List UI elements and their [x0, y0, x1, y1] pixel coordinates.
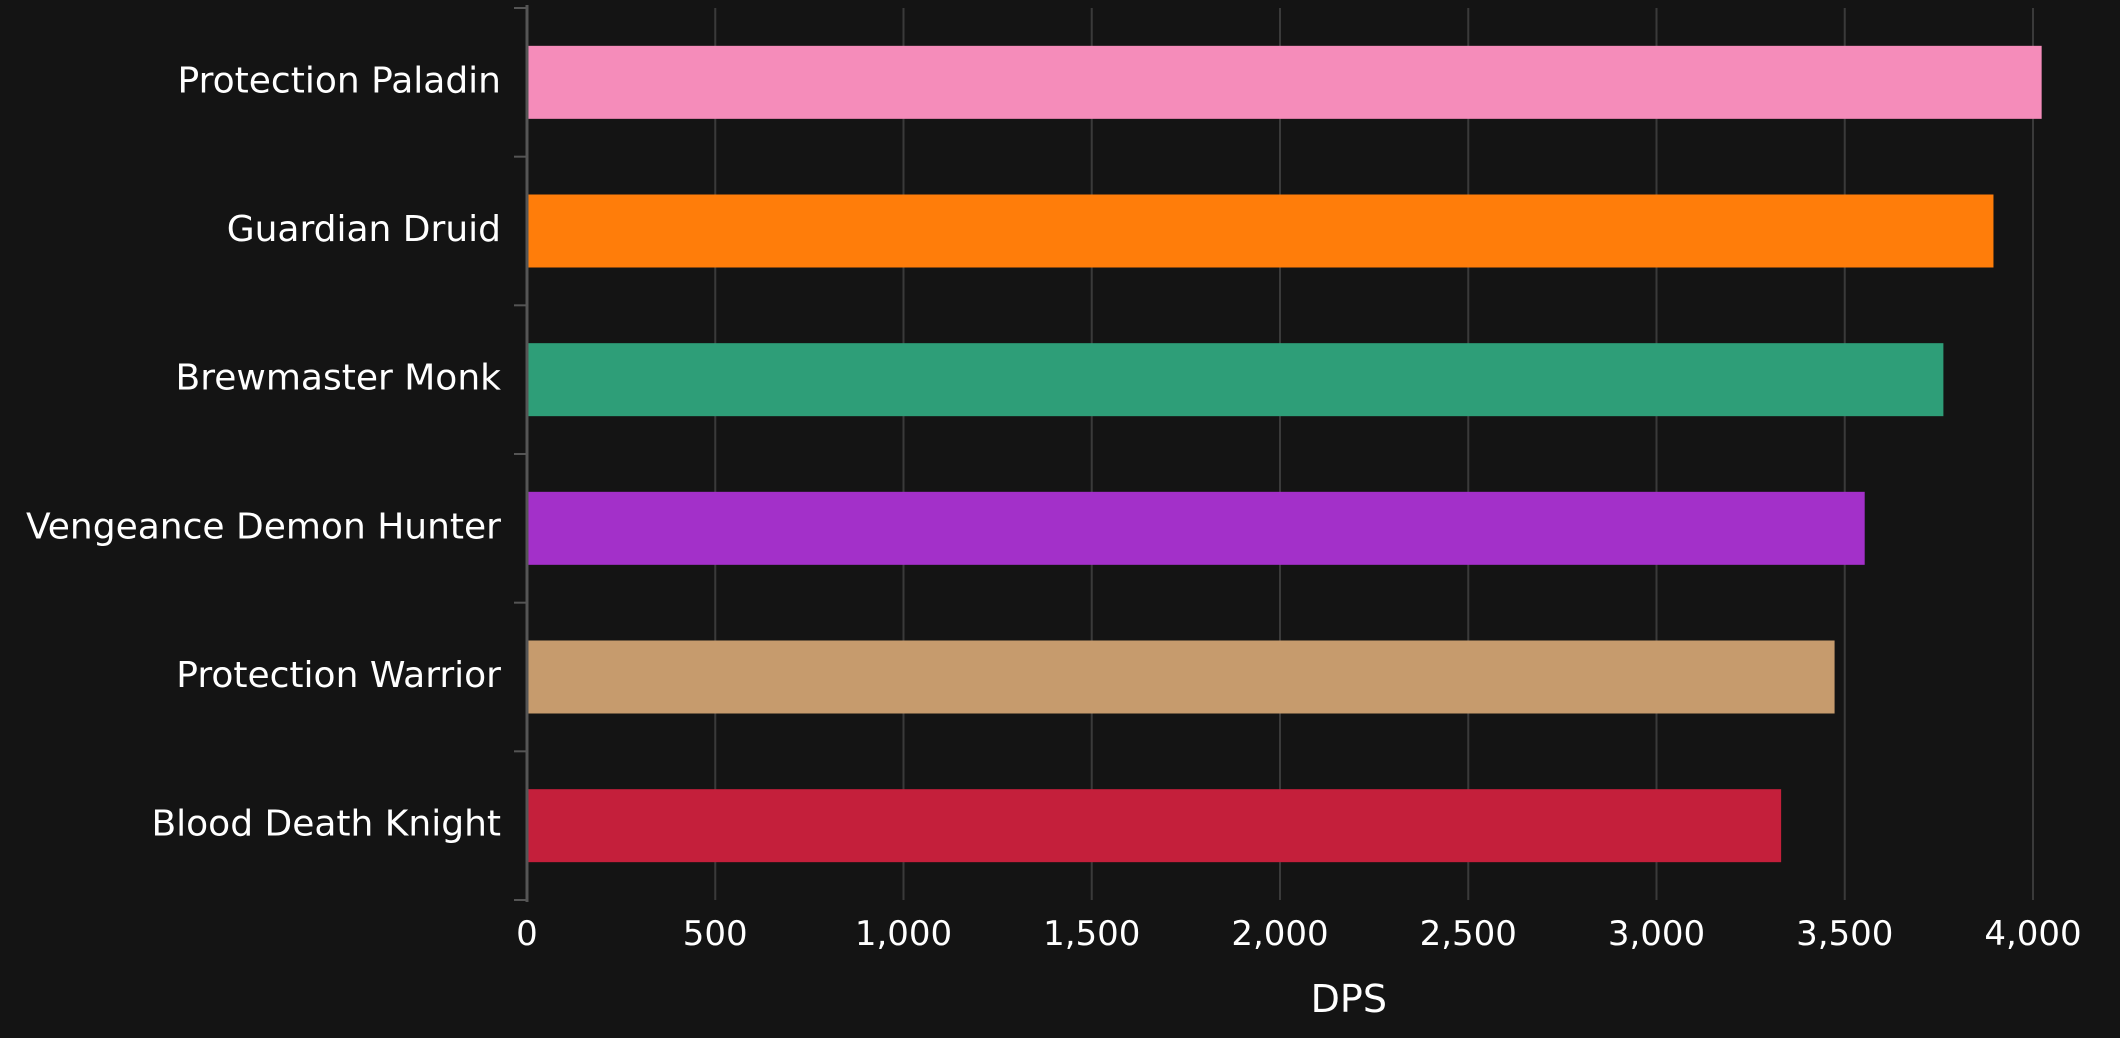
x-tick-label: 0 — [516, 914, 538, 954]
labels: Protection Paladin Guardian Druid Brewmast… — [26, 60, 2082, 954]
y-tick-label: Blood Death Knight — [151, 804, 501, 845]
x-tick-label: 1,500 — [1043, 914, 1140, 954]
bar — [527, 491, 1865, 565]
x-tick-label: 500 — [683, 914, 748, 954]
bar — [527, 640, 1835, 714]
x-tick-label: 3,000 — [1608, 914, 1705, 954]
bars — [527, 45, 2042, 863]
bar — [527, 789, 1782, 863]
x-tick-label: 1,000 — [855, 914, 952, 954]
bar — [527, 194, 1994, 268]
x-tick-label: 2,000 — [1231, 914, 1328, 954]
x-tick-label: 4,000 — [1984, 914, 2081, 954]
y-tick-label: Protection Paladin — [178, 60, 501, 101]
axes — [514, 5, 529, 902]
bar — [527, 45, 2042, 119]
x-tick-label: 2,500 — [1420, 914, 1517, 954]
bar — [527, 343, 1944, 417]
y-tick-label: Vengeance Demon Hunter — [26, 506, 501, 547]
y-tick-label: Brewmaster Monk — [176, 358, 502, 399]
y-tick-label: Guardian Druid — [227, 209, 501, 250]
x-tick-label: 3,500 — [1796, 914, 1893, 954]
x-axis-title: DPS — [1311, 977, 1387, 1021]
y-tick-label: Protection Warrior — [176, 655, 501, 696]
gridlines — [714, 8, 2034, 900]
